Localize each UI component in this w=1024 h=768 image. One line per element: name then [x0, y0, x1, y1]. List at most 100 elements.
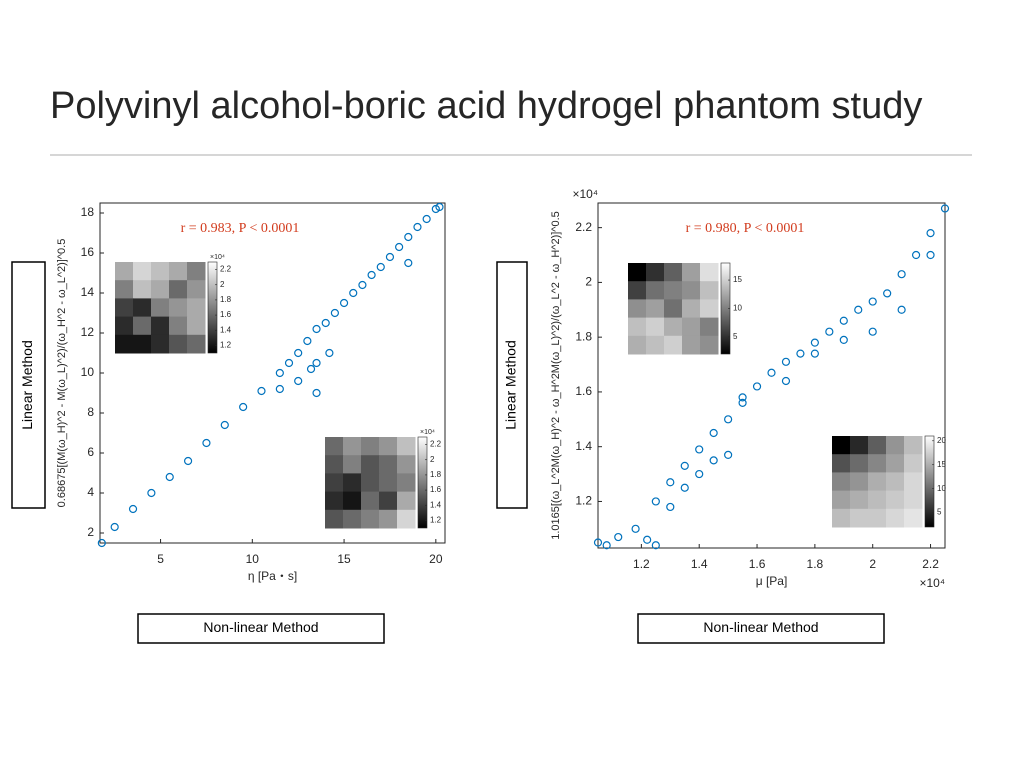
data-point: [367, 270, 376, 280]
data-point: [284, 358, 294, 368]
colorbar-tick-label: 1.8: [220, 295, 232, 304]
heatmap-cell: [187, 262, 206, 281]
heatmap-cell: [115, 316, 134, 336]
colorbar-tick-label: 20: [937, 436, 946, 445]
y-tick-label: 4: [87, 485, 94, 499]
heatmap-cell: [397, 509, 416, 529]
heatmap-cell: [646, 335, 665, 355]
colorbar-tick-label: 2: [220, 280, 225, 289]
method-box: [11, 261, 46, 509]
data-point: [825, 327, 834, 336]
heatmap-cell: [397, 491, 416, 511]
data-point: [321, 318, 330, 328]
heatmap-cell: [664, 281, 683, 300]
data-point: [651, 541, 660, 550]
y-tick-label: 1.4: [575, 439, 592, 453]
y-tick-label: 10: [81, 365, 95, 379]
colorbar-tick-label: 1.6: [220, 310, 232, 319]
x-tick-label: 1.6: [749, 557, 766, 571]
heatmap-cell: [850, 508, 869, 528]
heatmap-cell: [169, 262, 188, 281]
colorbar-tick-label: 10: [733, 304, 742, 313]
method-label: Non-linear Method: [203, 619, 318, 635]
heatmap-cell: [628, 263, 647, 282]
heatmap-cell: [904, 454, 923, 473]
data-point: [385, 252, 395, 262]
heatmap-cell: [886, 436, 905, 455]
data-point: [839, 335, 848, 345]
heatmap-cell: [133, 298, 152, 318]
x-exponent: ×10⁴: [919, 576, 945, 590]
heatmap-cell: [628, 335, 647, 355]
heatmap-cell: [115, 334, 134, 354]
data-point: [911, 250, 921, 260]
data-point: [666, 502, 675, 512]
annotation: r = 0.983, P < 0.0001: [181, 221, 300, 236]
heatmap-cell: [133, 316, 152, 336]
data-point: [275, 384, 284, 394]
data-point: [110, 522, 119, 532]
heatmap-cell: [115, 280, 134, 299]
heatmap-cell: [628, 299, 647, 319]
data-point: [651, 497, 660, 506]
heatmap-cell: [133, 262, 152, 281]
data-point: [413, 222, 422, 232]
heatmap-cell: [151, 280, 170, 299]
heatmap-cell: [682, 281, 701, 300]
data-point: [724, 450, 733, 460]
heatmap-cell: [664, 263, 683, 282]
slide-title: Polyvinyl alcohol-boric acid hydrogel ph…: [50, 85, 922, 127]
heatmap-cell: [169, 316, 188, 336]
data-point: [294, 376, 303, 386]
data-point: [897, 305, 906, 314]
colorbar-exponent: ×10⁴: [210, 254, 225, 261]
heatmap-cell: [361, 509, 380, 529]
heatmap-cell: [868, 472, 887, 492]
heatmap-cell: [682, 317, 701, 337]
data-point: [294, 348, 303, 358]
data-point: [147, 488, 156, 498]
data-point: [183, 456, 193, 466]
heatmap-cell: [325, 491, 344, 511]
x-tick-label: 1.8: [807, 557, 824, 571]
data-point: [631, 524, 640, 533]
heatmap-cell: [886, 454, 905, 473]
colorbar: [417, 436, 428, 529]
heatmap-cell: [397, 455, 416, 474]
y-tick-label: 12: [81, 325, 95, 339]
heatmap-cell: [700, 299, 719, 319]
data-point: [239, 402, 248, 412]
heatmap-cell: [151, 316, 170, 336]
y-tick-label: 2: [87, 525, 94, 539]
y-tick-label: 2: [585, 275, 592, 289]
heatmap-cell: [664, 335, 683, 355]
data-point: [897, 270, 906, 279]
heatmap-cell: [646, 281, 665, 300]
heatmap-cell: [379, 473, 398, 493]
heatmap-cell: [682, 299, 701, 319]
data-point: [926, 229, 935, 238]
colorbar: [207, 261, 218, 354]
heatmap-cell: [832, 436, 851, 455]
x-tick-label: 2.2: [922, 557, 939, 571]
heatmap-cell: [682, 263, 701, 282]
colorbar-tick-label: 2.2: [220, 265, 232, 274]
heatmap-cell: [628, 281, 647, 300]
heatmap-cell: [904, 490, 923, 510]
data-point: [97, 538, 106, 548]
heatmap-cell: [343, 455, 362, 474]
colorbar-tick-label: 15: [733, 275, 742, 284]
heatmap-cell: [397, 473, 416, 493]
data-point: [724, 415, 733, 424]
colorbar: [924, 435, 935, 528]
plot-box: [597, 202, 946, 549]
y-tick-label: 16: [81, 245, 95, 259]
data-point: [781, 376, 791, 386]
data-point: [883, 289, 892, 298]
data-point: [709, 428, 718, 438]
y-tick-label: 2.2: [575, 220, 592, 234]
method-label: Non-linear Method: [703, 619, 818, 635]
heatmap-cell: [379, 509, 398, 529]
heatmap-cell: [700, 281, 719, 300]
colorbar-exponent: ×10⁴: [420, 429, 435, 436]
